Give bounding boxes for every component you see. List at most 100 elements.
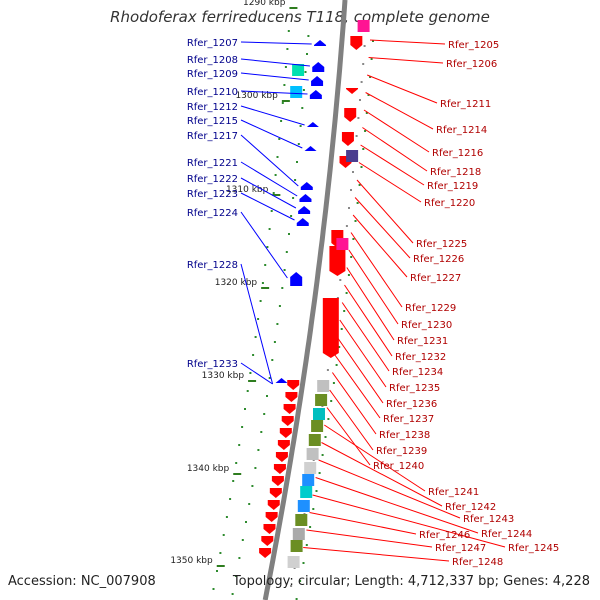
scale-tick-label: 1340 kbp: [187, 464, 230, 474]
guide-dot: [301, 107, 304, 109]
guide-dot: [266, 395, 268, 397]
reverse-gene-label: Rfer_1241: [428, 487, 479, 498]
scale-tick-label: 1290 kbp: [243, 0, 286, 8]
reverse-leader-line: [360, 144, 425, 186]
forward-leader-line: [240, 177, 297, 209]
cog-box: [313, 408, 325, 420]
reverse-leader-line: [334, 354, 381, 419]
guide-dot: [360, 81, 363, 83]
cog-box: [302, 474, 315, 486]
scale-tick-label: 1330 kbp: [202, 371, 245, 381]
cog-box: [290, 86, 303, 98]
backbone-layer: [262, 0, 348, 600]
guide-dot: [324, 436, 327, 438]
reverse-leader-line: [365, 92, 434, 130]
cog-box: [304, 462, 317, 474]
forward-gene-arrow: [296, 218, 309, 226]
cog-box: [290, 540, 303, 552]
reverse-gene-arrow: [283, 404, 296, 414]
forward-leader-line: [240, 211, 288, 279]
cog-box: [287, 556, 300, 568]
guide-dot: [268, 377, 271, 379]
reverse-gene-label: Rfer_1206: [446, 59, 497, 70]
guide-dot: [362, 63, 365, 65]
reverse-gene-arrow: [271, 476, 284, 486]
guide-dot: [252, 354, 255, 356]
reverse-gene-arrow: [329, 246, 346, 276]
scale-ticks: 1290 kbp 1300 kbp 1310 kbp 1320 kbp 1330 kbp…: [170, 0, 298, 567]
reverse-gene-label: Rfer_1246: [419, 530, 470, 541]
reverse-gene-label: Rfer_1234: [392, 367, 443, 378]
forward-gene-label: Rfer_1228: [187, 260, 238, 271]
reverse-gene-label: Rfer_1247: [435, 543, 486, 554]
guide-dot: [260, 431, 263, 433]
guide-dot: [276, 323, 279, 325]
reverse-leader-line: [352, 214, 408, 278]
guide-dot: [305, 544, 308, 546]
guide-dot: [264, 264, 267, 266]
reverse-gene-label: Rfer_1242: [445, 502, 496, 513]
guide-dot: [302, 89, 305, 91]
reverse-leader-line: [348, 249, 399, 325]
reverse-leader-line: [368, 57, 444, 64]
guide-dot: [299, 580, 302, 582]
guide-dot: [268, 228, 271, 230]
guide-dot: [246, 390, 249, 392]
guide-dot: [352, 238, 355, 240]
guide-dot: [254, 336, 257, 338]
guide-dot: [278, 305, 281, 307]
reverse-gene-label: Rfer_1232: [395, 352, 446, 363]
guide-dot: [257, 449, 260, 451]
guide-dot: [235, 462, 238, 464]
guide-dot: [357, 117, 360, 119]
guide-dot: [306, 53, 308, 55]
forward-gene-label: Rfer_1210: [187, 87, 238, 98]
reverse-gene-arrow: [279, 428, 292, 438]
genome-summary-text: Topology: circular; Length: 4,712,337 bp…: [232, 574, 590, 589]
reverse-gene-label: Rfer_1227: [410, 273, 461, 284]
guide-dot: [354, 220, 357, 222]
reverse-gene-label: Rfer_1237: [383, 414, 434, 425]
guide-dot: [365, 112, 368, 114]
guide-dot: [330, 400, 333, 402]
guide-dot: [248, 503, 251, 505]
guide-dot: [238, 444, 241, 446]
reverse-leader-line: [318, 459, 461, 519]
guide-dot: [257, 318, 260, 320]
reverse-leader-line: [312, 494, 506, 548]
guide-dot: [294, 179, 297, 181]
reverse-leader-line: [324, 424, 426, 492]
guide-dot: [219, 552, 222, 554]
guide-dot: [254, 467, 257, 469]
reverse-gene-arrow: [344, 108, 357, 122]
forward-gene-label: Rfer_1224: [187, 208, 238, 219]
forward-leader-line: [240, 119, 303, 149]
guide-dot: [348, 207, 350, 209]
forward-gene-label: Rfer_1217: [187, 131, 238, 142]
forward-gene-arrow: [298, 206, 311, 214]
reverse-gene-arrow: [287, 380, 300, 390]
guide-dot: [249, 372, 252, 374]
cog-box: [300, 486, 313, 498]
backbone-line: [262, 0, 348, 600]
reverse-gene-arrow: [263, 524, 276, 534]
reverse-gene-arrow: [267, 500, 280, 510]
gene-features: [259, 36, 363, 558]
forward-gene-label: Rfer_1221: [187, 158, 238, 169]
forward-leader-line: [240, 72, 309, 81]
guide-dot: [232, 480, 235, 482]
reverse-leader-line: [354, 197, 411, 259]
reverse-gene-label: Rfer_1238: [379, 430, 430, 441]
guide-dot: [261, 282, 264, 284]
guide-dot: [270, 210, 273, 212]
reverse-leader-line: [303, 547, 450, 562]
reverse-gene-label: Rfer_1245: [508, 543, 559, 554]
reverse-leader-line: [306, 529, 433, 548]
guide-dot: [352, 171, 354, 173]
forward-gene-label: Rfer_1207: [187, 38, 238, 49]
reverse-gene-arrow: [281, 416, 294, 426]
guide-dot: [370, 58, 373, 60]
guide-dot: [369, 76, 372, 78]
reverse-gene-label: Rfer_1214: [436, 125, 487, 136]
